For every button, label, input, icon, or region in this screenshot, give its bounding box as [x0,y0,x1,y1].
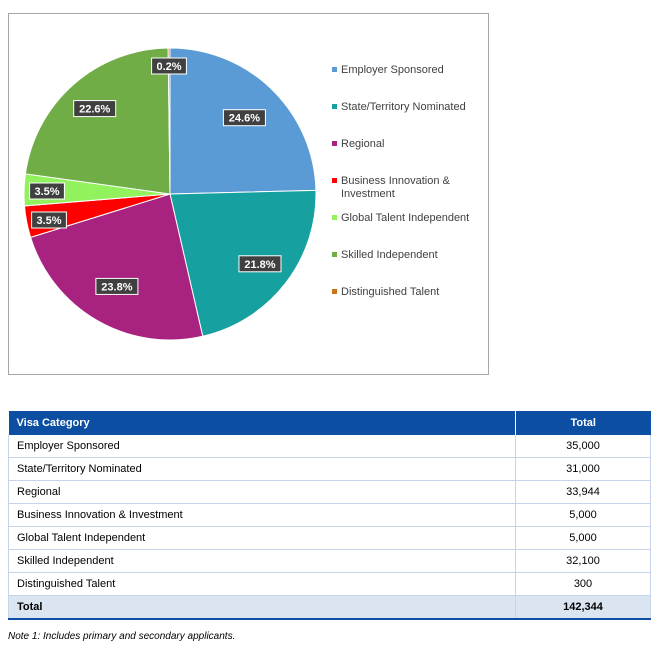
cell-total: 5,000 [515,526,651,550]
legend-swatch [332,252,337,257]
cell-total: 35,000 [515,435,651,458]
cell-visa-category: Global Talent Independent [8,526,516,550]
table-row: Distinguished Talent 300 [8,572,651,596]
legend-label: Employer Sponsored [341,64,444,76]
pie-slice-skilled-independent [24,47,171,195]
header-total: Total [515,411,651,435]
pie-chart: 24.6% 21.8% 23.8% 3.5% 3.5% 22.6% 0.2% [23,47,317,341]
data-label-state-territory-nominated: 21.8% [238,255,282,273]
cell-total: 33,944 [515,480,651,504]
table-row: Skilled Independent 32,100 [8,549,651,573]
table-row: State/Territory Nominated 31,000 [8,457,651,481]
legend-label: Skilled Independent [341,249,438,261]
cell-visa-category: Business Innovation & Investment [8,503,516,527]
data-label-skilled-independent: 22.6% [73,100,117,118]
legend-swatch [332,104,337,109]
svg-text:24.6%: 24.6% [229,113,260,125]
cell-total: 5,000 [515,503,651,527]
footnote: Note 1: Includes primary and secondary a… [8,631,236,642]
table-row: Global Talent Independent 5,000 [8,526,651,550]
data-label-employer-sponsored: 24.6% [222,109,266,127]
legend-swatch [332,289,337,294]
legend-swatch [332,67,337,72]
pie-slice-regional [29,193,204,341]
cell-visa-category: Employer Sponsored [8,435,516,458]
data-label-regional: 23.8% [95,277,139,295]
svg-text:21.8%: 21.8% [244,259,275,271]
table-total-row: Total 142,344 [8,595,651,620]
cell-total: 142,344 [515,595,651,620]
cell-visa-category: Total [8,595,516,620]
table-row: Business Innovation & Investment 5,000 [8,503,651,527]
svg-text:23.8%: 23.8% [101,281,132,293]
svg-text:22.6%: 22.6% [79,104,110,116]
data-label-business-innovation-investment: 3.5% [31,211,67,229]
svg-text:3.5%: 3.5% [36,215,61,227]
table-header-row: Visa Category Total [8,411,651,435]
legend-swatch [332,141,337,146]
pie-slice-distinguished-talent [167,47,171,195]
table-row: Regional 33,944 [8,480,651,504]
data-label-distinguished-talent: 0.2% [151,57,187,75]
legend-label: Distinguished Talent [341,286,440,298]
legend-label: Global Talent Independent [341,212,470,224]
svg-text:3.5%: 3.5% [34,186,59,198]
legend-label: State/Territory Nominated [341,101,466,113]
legend-swatch [332,215,337,220]
visa-table: Visa Category Total Employer Sponsored 35… [8,411,651,620]
svg-text:0.2%: 0.2% [156,61,181,73]
chart-frame: 24.6% 21.8% 23.8% 3.5% 3.5% 22.6% 0.2% Employe… [8,13,489,375]
cell-total: 32,100 [515,549,651,573]
data-label-global-talent-independent: 3.5% [29,182,65,200]
cell-visa-category: Regional [8,480,516,504]
cell-visa-category: Distinguished Talent [8,572,516,596]
cell-total: 300 [515,572,651,596]
cell-visa-category: State/Territory Nominated [8,457,516,481]
legend-label: Business Innovation & Investment [341,175,450,200]
header-visa-category: Visa Category [8,411,516,435]
cell-visa-category: Skilled Independent [8,549,516,573]
table-row: Employer Sponsored 35,000 [8,435,651,458]
table-body: Employer Sponsored 35,000 State/Territory … [8,435,651,620]
legend-swatch [332,178,337,183]
legend-label: Regional [341,138,385,150]
cell-total: 31,000 [515,457,651,481]
